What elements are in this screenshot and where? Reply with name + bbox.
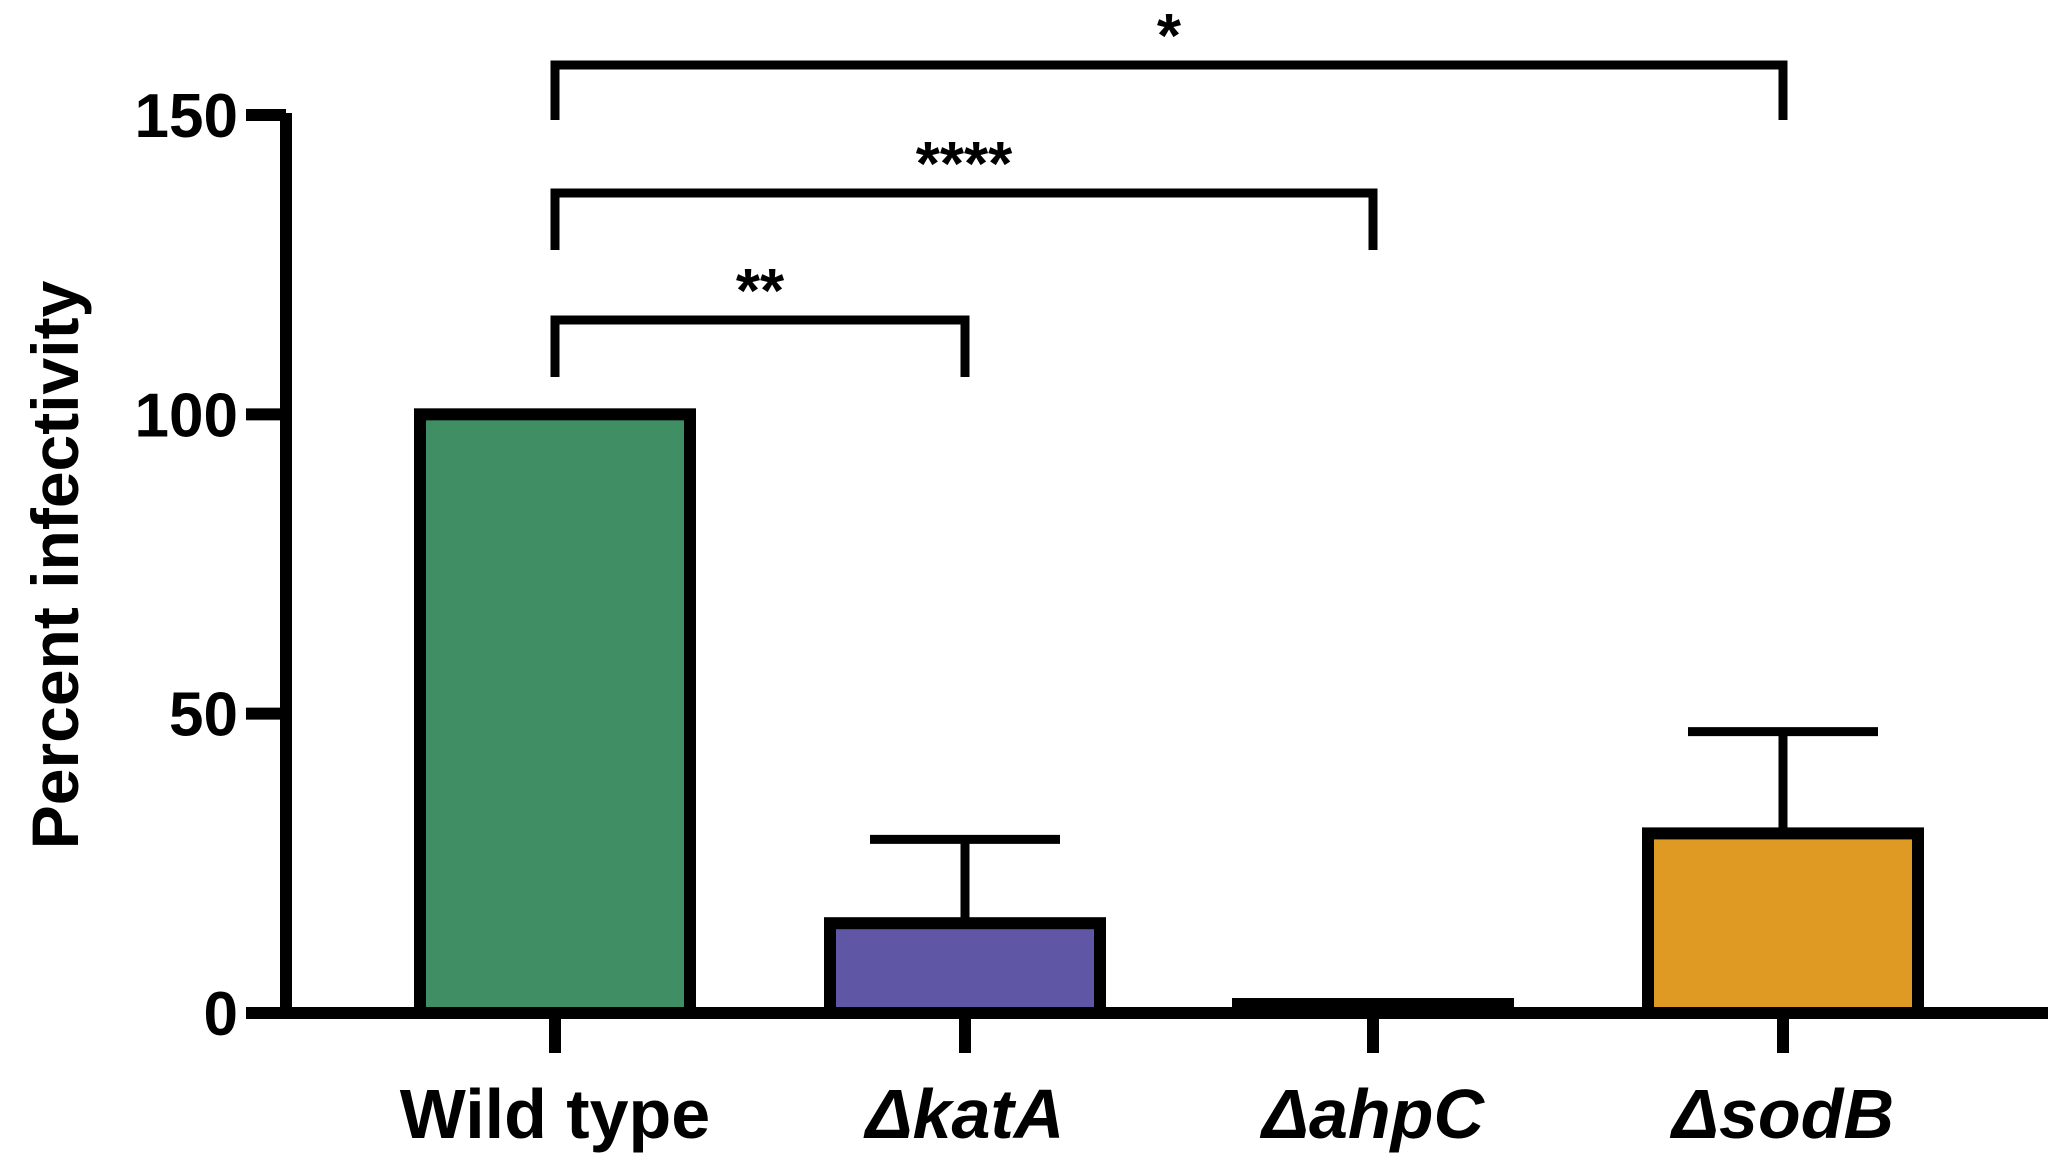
significance-label-1: **** <box>916 130 1013 199</box>
x-category-label-2: ΔahpC <box>1259 1075 1485 1153</box>
y-tick-label-1: 50 <box>169 681 238 750</box>
error-bars-group <box>870 727 1878 924</box>
x-categories-group: Wild type ΔkatA ΔahpC ΔsodB <box>400 1013 1894 1153</box>
bar-1 <box>824 917 1106 1020</box>
significance-group: ******* <box>550 2 1788 377</box>
bars-group <box>414 408 1924 1020</box>
significance-label-0: ** <box>736 257 785 326</box>
significance-bracket-1 <box>550 188 1378 250</box>
bar-0 <box>414 408 696 1020</box>
x-category-label-1: ΔkatA <box>863 1075 1065 1153</box>
y-tick-label-2: 100 <box>135 381 238 450</box>
axes-group <box>280 113 2048 1019</box>
y-tick-label-3: 150 <box>135 82 238 151</box>
y-axis-label: Percent infectivity <box>18 280 92 849</box>
y-ticks-group: 0 50 100 150 <box>135 82 286 1049</box>
x-category-label-3: ΔsodB <box>1669 1075 1894 1153</box>
bar-3 <box>1642 827 1924 1020</box>
x-category-label-0: Wild type <box>400 1075 711 1153</box>
significance-label-2: * <box>1157 2 1182 71</box>
significance-bracket-0 <box>550 315 970 377</box>
significance-bracket-2 <box>550 60 1788 120</box>
y-tick-label-0: 0 <box>204 980 238 1049</box>
